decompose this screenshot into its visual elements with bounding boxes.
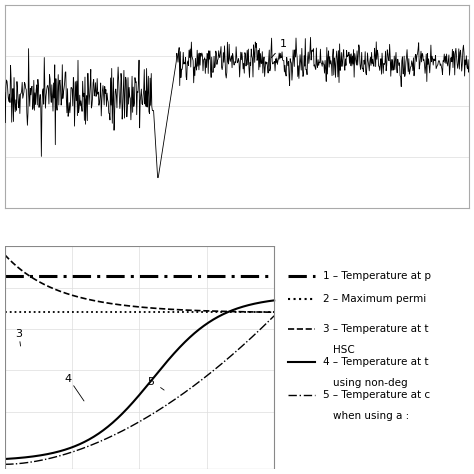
Text: HSC: HSC xyxy=(333,346,355,356)
Text: using non-deg: using non-deg xyxy=(333,378,408,389)
Text: 2 – Maximum permi: 2 – Maximum permi xyxy=(323,294,426,304)
Text: 5 – Temperature at c: 5 – Temperature at c xyxy=(323,390,430,400)
Text: 3 – Temperature at t: 3 – Temperature at t xyxy=(323,324,428,334)
Text: when using a :: when using a : xyxy=(333,411,410,421)
Text: 1: 1 xyxy=(272,39,287,58)
Text: 1 – Temperature at p: 1 – Temperature at p xyxy=(323,271,431,281)
Text: 4 – Temperature at t: 4 – Temperature at t xyxy=(323,357,428,367)
Text: 4: 4 xyxy=(64,374,71,384)
Text: 5: 5 xyxy=(147,377,155,387)
Text: 3: 3 xyxy=(16,329,23,339)
